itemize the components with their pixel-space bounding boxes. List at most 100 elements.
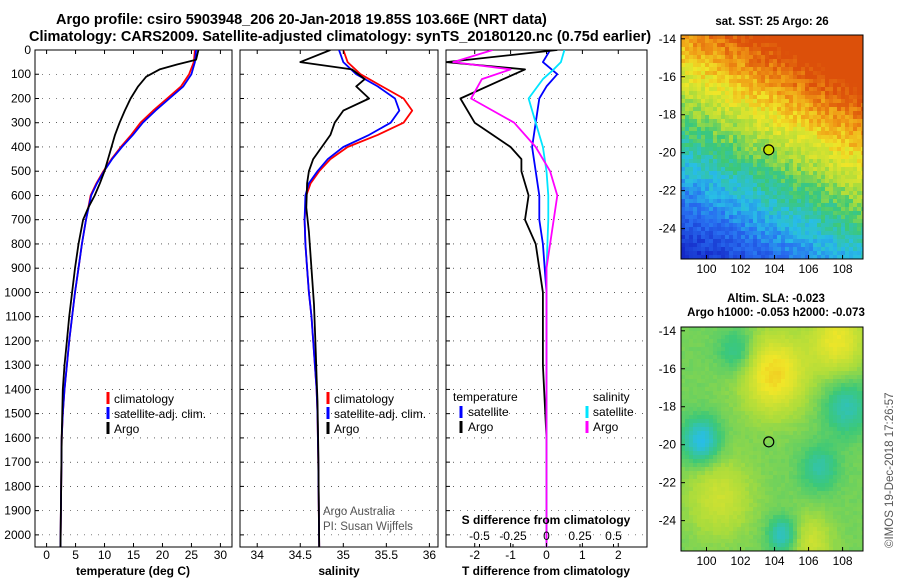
sst-cell — [825, 143, 830, 148]
sla-cell — [729, 495, 734, 500]
sla-cell — [781, 507, 786, 512]
sla-cell — [685, 511, 690, 516]
sla-cell — [709, 491, 714, 496]
sst-cell — [833, 95, 838, 100]
sst-cell — [761, 111, 766, 116]
sst-cell — [693, 143, 698, 148]
sst-cell — [705, 227, 710, 232]
sla-cell — [685, 383, 690, 388]
sla-cell — [765, 395, 770, 400]
sla-cell — [685, 475, 690, 480]
sla-cell — [809, 455, 814, 460]
sst-cell — [741, 55, 746, 60]
sst-cell — [741, 99, 746, 104]
sst-cell — [833, 255, 838, 259]
sst-cell — [777, 123, 782, 128]
sst-cell — [857, 243, 862, 248]
sst-cell — [709, 35, 714, 40]
sst-cell — [737, 111, 742, 116]
sla-cell — [837, 415, 842, 420]
sla-cell — [845, 439, 850, 444]
sla-cell — [833, 351, 838, 356]
sst-cell — [785, 235, 790, 240]
sst-cell — [789, 55, 794, 60]
sla-cell — [833, 487, 838, 492]
sst-cell — [757, 247, 762, 252]
sla-cell — [705, 391, 710, 396]
sla-cell — [765, 427, 770, 432]
sst-cell — [749, 103, 754, 108]
sla-cell — [701, 383, 706, 388]
sla-cell — [725, 443, 730, 448]
sst-cell — [793, 171, 798, 176]
sla-cell — [853, 367, 858, 372]
sst-cell — [705, 255, 710, 259]
sla-cell — [797, 335, 802, 340]
sla-cell — [749, 367, 754, 372]
sla-cell — [757, 331, 762, 336]
sla-cell — [829, 499, 834, 504]
sla-cell — [765, 443, 770, 448]
sst-cell — [681, 59, 686, 64]
sst-cell — [705, 71, 710, 76]
depth-tick-label: 1000 — [4, 285, 31, 299]
sla-cell — [849, 483, 854, 488]
sla-cell — [689, 463, 694, 468]
sla-cell — [753, 451, 758, 456]
sst-cell — [789, 187, 794, 192]
sla-cell — [709, 419, 714, 424]
sst-cell — [837, 123, 842, 128]
sla-cell — [809, 391, 814, 396]
sla-cell — [793, 427, 798, 432]
sst-cell — [813, 155, 818, 160]
sst-cell — [801, 227, 806, 232]
sla-cell — [845, 451, 850, 456]
sla-cell — [717, 423, 722, 428]
sla-cell — [769, 495, 774, 500]
sst-cell — [725, 167, 730, 172]
sst-cell — [713, 191, 718, 196]
sla-cell — [717, 479, 722, 484]
sla-cell — [849, 463, 854, 468]
sla-cell — [693, 327, 698, 332]
sla-cell — [837, 435, 842, 440]
sla-cell — [725, 327, 730, 332]
sla-cell — [785, 467, 790, 472]
sla-cell — [821, 371, 826, 376]
sla-cell — [745, 407, 750, 412]
sla-cell — [761, 327, 766, 332]
sst-cell — [741, 183, 746, 188]
sst-cell — [753, 107, 758, 112]
sst-cell — [793, 43, 798, 48]
sst-cell — [813, 223, 818, 228]
sst-cell — [769, 243, 774, 248]
sla-cell — [709, 415, 714, 420]
sst-cell — [693, 131, 698, 136]
sla-cell — [773, 455, 778, 460]
sla-cell — [701, 499, 706, 504]
sla-cell — [729, 395, 734, 400]
sst-cell — [737, 71, 742, 76]
sst-cell — [685, 103, 690, 108]
sla-cell — [857, 435, 862, 440]
sst-cell — [773, 239, 778, 244]
sst-cell — [789, 219, 794, 224]
sst-cell — [753, 215, 758, 220]
sst-cell — [681, 211, 686, 216]
sla-cell — [741, 507, 746, 512]
sst-cell — [837, 111, 842, 116]
sla-cell — [693, 367, 698, 372]
sla-cell — [837, 451, 842, 456]
sla-cell — [737, 487, 742, 492]
sla-cell — [685, 387, 690, 392]
sst-cell — [849, 75, 854, 80]
sla-cell — [693, 499, 698, 504]
sst-cell — [825, 127, 830, 132]
sla-cell — [801, 451, 806, 456]
sla-cell — [797, 499, 802, 504]
sst-cell — [713, 207, 718, 212]
sla-cell — [809, 463, 814, 468]
sst-cell — [861, 95, 863, 100]
sla-cell — [721, 367, 726, 372]
sla-cell — [741, 511, 746, 516]
